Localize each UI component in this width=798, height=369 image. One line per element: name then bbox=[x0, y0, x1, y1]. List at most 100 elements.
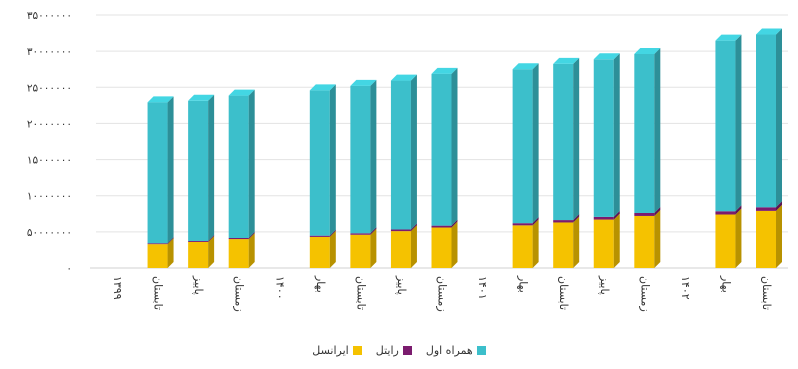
bar-segment bbox=[593, 59, 614, 217]
bar-top-face bbox=[147, 96, 174, 103]
x-tick-label: بهار bbox=[517, 275, 530, 293]
bar-segment-side bbox=[451, 67, 458, 226]
bar-segment-side bbox=[776, 28, 782, 208]
bar-segment bbox=[228, 95, 249, 239]
bar-segment-side bbox=[370, 79, 377, 234]
bar-top-face bbox=[350, 79, 377, 86]
bar-segment-side bbox=[735, 208, 742, 268]
bar-segment-side bbox=[370, 227, 377, 235]
bar-segment-side bbox=[613, 53, 620, 217]
bar-segment-side bbox=[654, 206, 661, 216]
bar-segment-side bbox=[329, 230, 336, 268]
bar-segment-side bbox=[208, 235, 215, 242]
y-tick-label: ۵۰۰۰۰۰۰۰ bbox=[27, 227, 72, 239]
bar-top-face bbox=[188, 94, 215, 101]
bar-top-face bbox=[228, 89, 255, 96]
bar-segment bbox=[390, 80, 411, 230]
x-tick-label: تابستان bbox=[354, 276, 367, 310]
bar-segment-side bbox=[613, 213, 620, 268]
bar-segment bbox=[715, 40, 736, 212]
legend-label: رایتل bbox=[375, 344, 399, 357]
bar-segment-side bbox=[248, 232, 255, 240]
bar-segment bbox=[147, 244, 168, 268]
bar-segment-side bbox=[613, 210, 620, 220]
bar-segment bbox=[350, 234, 371, 268]
bar-segment bbox=[147, 102, 168, 244]
bar-segment-side bbox=[654, 209, 661, 268]
y-tick-label: ۲۰۰۰۰۰۰۰ bbox=[27, 118, 72, 130]
bar-segment bbox=[228, 238, 249, 240]
bar-segment-side bbox=[573, 216, 580, 268]
x-tick-label: پاییز bbox=[598, 275, 611, 295]
bar-segment bbox=[350, 233, 371, 235]
x-tick-label: پاییز bbox=[192, 275, 205, 295]
bar-segment-side bbox=[248, 233, 255, 268]
chart-legend: همراه اول رایتل ایرانسل bbox=[0, 344, 798, 357]
bar-segment-side bbox=[248, 89, 255, 239]
bar-segment-side bbox=[654, 47, 661, 213]
x-tick-label: بهار bbox=[314, 275, 327, 293]
bar-segment bbox=[553, 63, 574, 221]
x-tick-label: پاییز bbox=[395, 275, 408, 295]
bar-segment bbox=[431, 73, 452, 226]
y-tick-label: ۲۵۰۰۰۰۰۰ bbox=[27, 82, 72, 94]
x-tick-label: بهار bbox=[719, 275, 732, 293]
bar-segment bbox=[350, 85, 371, 234]
bar-top-face bbox=[309, 84, 336, 91]
bar-segment bbox=[553, 220, 574, 223]
bar-segment bbox=[634, 215, 655, 268]
bar-segment bbox=[431, 225, 452, 228]
bar-segment-side bbox=[573, 57, 580, 221]
bar-segment bbox=[309, 90, 330, 236]
x-tick-label: ۱۴۰۱ bbox=[476, 276, 489, 300]
legend-swatch bbox=[476, 346, 486, 355]
bar-segment bbox=[147, 243, 168, 245]
bar-segment-side bbox=[208, 235, 215, 268]
bar-segment bbox=[756, 207, 776, 211]
bar-segment-side bbox=[329, 84, 336, 236]
bar-segment bbox=[228, 239, 249, 268]
x-tick-label: ۱۴۰۰ bbox=[273, 276, 286, 300]
x-tick-label: ۱۴۰۲ bbox=[679, 276, 692, 300]
x-tick-label: تابستان bbox=[557, 276, 570, 310]
legend-label: همراه اول bbox=[425, 344, 473, 357]
legend-swatch bbox=[352, 346, 362, 355]
x-tick-label: زمستان bbox=[436, 276, 449, 312]
legend-swatch bbox=[402, 346, 412, 355]
bar-top-face bbox=[756, 28, 782, 35]
x-tick-label: تابستان bbox=[152, 276, 165, 310]
legend-item: رایتل bbox=[376, 344, 412, 357]
x-tick-label: زمستان bbox=[233, 276, 246, 312]
bar-segment bbox=[390, 231, 411, 268]
bar-segment-side bbox=[776, 204, 782, 268]
bar-segment bbox=[512, 225, 533, 268]
bar-segment bbox=[634, 53, 655, 213]
bar-segment bbox=[756, 34, 776, 208]
bar-segment-side bbox=[167, 237, 174, 245]
bar-segment bbox=[756, 210, 776, 268]
y-tick-label: ۳۵۰۰۰۰۰۰ bbox=[27, 10, 72, 22]
bar-segment-side bbox=[735, 34, 742, 212]
bar-segment bbox=[512, 69, 533, 224]
bar-segment bbox=[512, 223, 533, 226]
bar-segment-side bbox=[167, 238, 174, 268]
bar-segment bbox=[188, 241, 209, 268]
bar-segment bbox=[715, 214, 736, 268]
bar-segment-side bbox=[329, 229, 336, 237]
bar-segment-side bbox=[573, 214, 580, 223]
y-tick-label: ۱۰۰۰۰۰۰۰ bbox=[27, 191, 72, 203]
bar-segment-side bbox=[451, 219, 458, 228]
bar-segment bbox=[715, 211, 736, 215]
bar-segment bbox=[309, 236, 330, 268]
bar-top-face bbox=[431, 67, 458, 74]
bar-segment bbox=[553, 222, 574, 268]
bar-segment-side bbox=[451, 221, 458, 268]
legend-item: ایرانسل bbox=[312, 344, 362, 357]
x-tick-label: زمستان bbox=[638, 276, 651, 312]
bar-top-face bbox=[715, 34, 742, 41]
bar-segment bbox=[390, 229, 411, 232]
bar-segment bbox=[188, 100, 209, 242]
bar-segment bbox=[634, 212, 655, 216]
bar-top-face bbox=[593, 53, 620, 60]
